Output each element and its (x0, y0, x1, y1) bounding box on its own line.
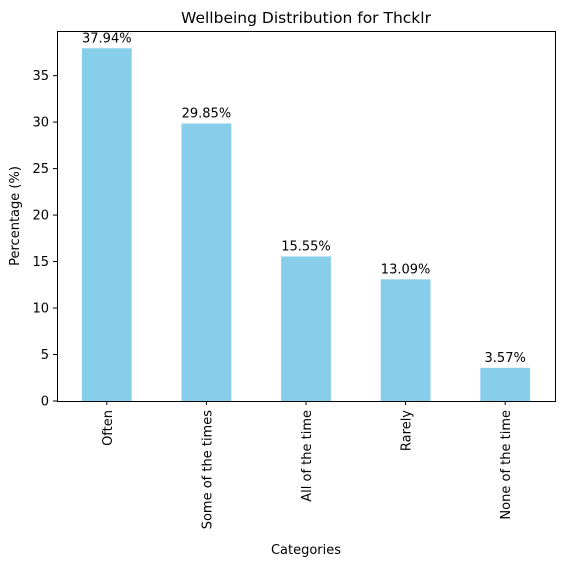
bar (281, 256, 331, 401)
bar (181, 123, 232, 401)
bar (480, 367, 531, 401)
y-tick-label: 15 (32, 255, 49, 270)
x-tick-label: Some of the times (200, 410, 215, 529)
bar-value-label: 15.55% (281, 239, 331, 254)
y-tick-label: 10 (32, 302, 49, 317)
bar-value-label: 13.09% (381, 262, 431, 277)
y-tick-label: 0 (41, 395, 49, 410)
x-axis-ticks: Often Some of the times All of the time Rar… (101, 401, 514, 529)
chart-title: Wellbeing Distribution for Thcklr (181, 9, 432, 27)
x-tick-label: Rarely (400, 410, 415, 451)
y-tick-label: 35 (32, 69, 49, 84)
y-tick-label: 20 (32, 209, 49, 224)
y-tick-label: 30 (32, 116, 49, 131)
bar-value-label: 29.85% (182, 107, 232, 122)
bar-value-label: 37.94% (82, 31, 132, 46)
x-tick-label: All of the time (300, 410, 315, 502)
bars-group: 37.94% 29.85% 15.55% 13.09% 3.57% (81, 31, 531, 402)
plot-frame (57, 31, 556, 402)
y-tick-label: 5 (41, 348, 49, 363)
x-tick-label: Often (101, 410, 116, 446)
x-axis-label: Categories (271, 543, 341, 558)
y-axis-ticks: 0 5 10 15 20 25 30 35 (32, 69, 57, 410)
bar (81, 48, 132, 402)
bar (380, 279, 431, 401)
y-tick-label: 25 (32, 162, 49, 177)
y-axis-label: Percentage (%) (8, 166, 23, 266)
bar-value-label: 3.57% (485, 351, 526, 366)
x-tick-label: None of the time (499, 410, 514, 520)
